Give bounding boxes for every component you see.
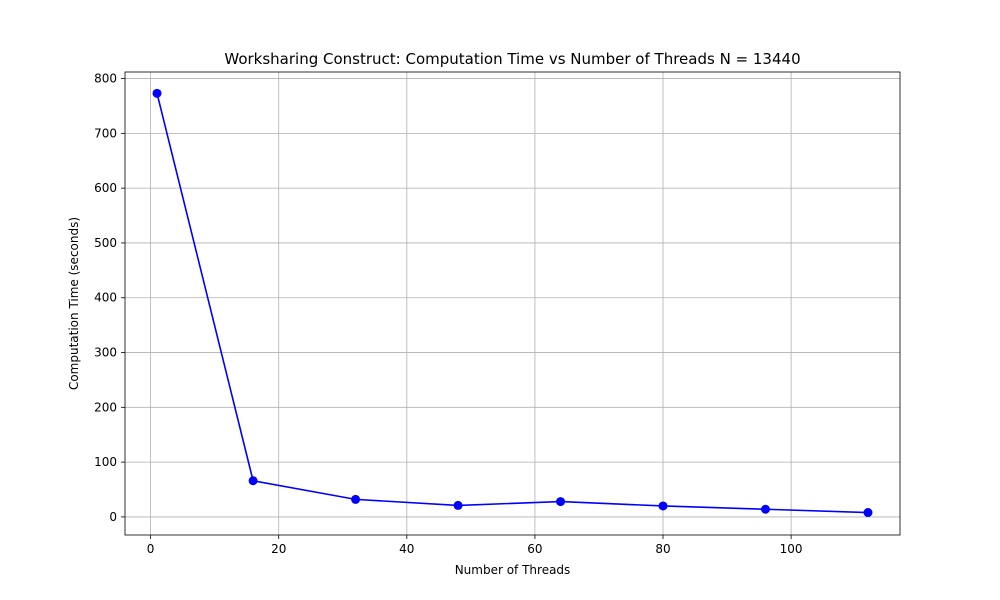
y-tick-label: 700 bbox=[94, 126, 117, 140]
x-tick-label: 80 bbox=[655, 542, 670, 556]
x-axis: 0 20 40 60 80 100 bbox=[147, 535, 803, 556]
x-tick-label: 20 bbox=[271, 542, 286, 556]
data-point bbox=[863, 508, 873, 518]
plot-frame bbox=[124, 71, 901, 536]
chart-title: Worksharing Construct: Computation Time … bbox=[224, 50, 800, 68]
data-point bbox=[351, 494, 361, 504]
x-tick-label: 0 bbox=[147, 542, 155, 556]
x-tick-label: 60 bbox=[527, 542, 542, 556]
data-point bbox=[152, 88, 162, 98]
x-axis-label: Number of Threads bbox=[455, 563, 571, 577]
x-tick-label: 40 bbox=[399, 542, 414, 556]
data-point bbox=[248, 476, 258, 486]
y-tick-label: 800 bbox=[94, 72, 117, 86]
x-tick-label: 100 bbox=[780, 542, 803, 556]
data-point bbox=[760, 504, 770, 514]
y-tick-label: 300 bbox=[94, 346, 117, 360]
data-point bbox=[556, 497, 566, 507]
y-tick-label: 100 bbox=[94, 455, 117, 469]
y-axis: 0 100 200 300 400 500 600 700 800 bbox=[94, 72, 125, 524]
y-tick-label: 200 bbox=[94, 400, 117, 414]
y-axis-label: Computation Time (seconds) bbox=[67, 217, 81, 390]
y-tick-label: 600 bbox=[94, 181, 117, 195]
series-layer bbox=[152, 88, 873, 518]
y-tick-label: 500 bbox=[94, 236, 117, 250]
grid bbox=[125, 72, 900, 535]
data-point bbox=[658, 501, 668, 511]
data-point bbox=[453, 500, 463, 510]
series-line bbox=[156, 93, 869, 514]
y-tick-label: 0 bbox=[109, 510, 117, 524]
y-tick-label: 400 bbox=[94, 291, 117, 305]
